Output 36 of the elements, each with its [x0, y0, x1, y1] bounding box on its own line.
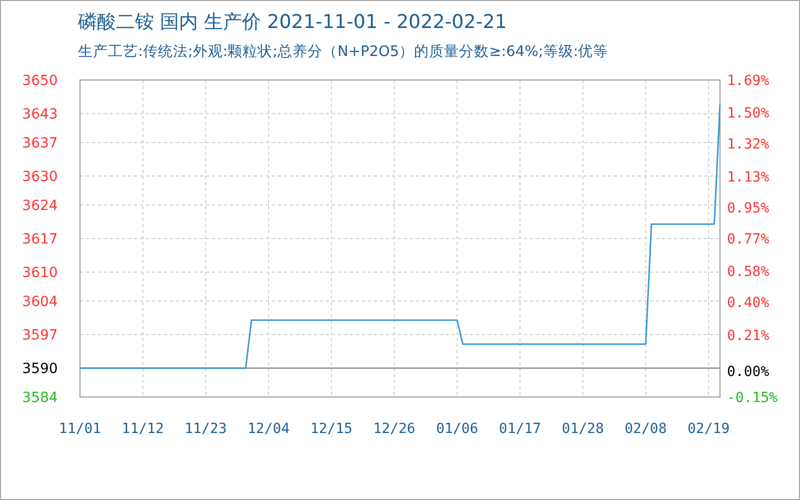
x-tick-label: 01/28 — [562, 421, 604, 437]
x-tick-label: 12/04 — [247, 421, 290, 437]
x-tick-label: 02/08 — [624, 421, 667, 437]
y-tick-label: 3637 — [22, 135, 58, 152]
x-tick-label: 11/12 — [122, 421, 164, 437]
x-tick-label: 11/23 — [184, 421, 227, 437]
y-tick-label: 3584 — [22, 390, 58, 406]
y-tick-label: 3610 — [22, 265, 58, 282]
y2-tick-label: 0.77% — [727, 232, 770, 248]
y2-tick-label: 0.95% — [727, 200, 770, 216]
y2-tick-label: 0.40% — [727, 295, 770, 312]
y2-tick-label: 1.69% — [727, 73, 770, 89]
y2-tick-label: 0.58% — [727, 264, 770, 280]
chart-title: 磷酸二铵 国内 生产价 2021-11-01 - 2022-02-21 — [77, 11, 507, 33]
y-tick-label: 3643 — [22, 106, 58, 123]
x-tick-label: 01/06 — [436, 421, 478, 437]
x-tick-label: 12/26 — [373, 421, 416, 437]
y-tick-label: 3624 — [22, 198, 58, 214]
y-tick-label: 3597 — [22, 328, 58, 344]
x-tick-label: 12/15 — [310, 421, 353, 437]
x-tick-label: 01/17 — [498, 421, 542, 437]
line-series — [79, 103, 721, 369]
y-tick-label: 3630 — [22, 169, 58, 186]
y2-tick-label: -0.15% — [727, 390, 778, 406]
y-tick-label: 3617 — [22, 232, 58, 248]
y2-tick-label: 0.00% — [727, 364, 770, 380]
y-tick-label: 3590 — [22, 361, 58, 378]
chart-subtitle: 生产工艺:传统法;外观:颗粒状;总养分（N+P2O5）的质量分数≥:64%;等级:优等 — [78, 43, 608, 60]
y2-tick-label: 1.32% — [727, 136, 770, 153]
y2-tick-label: 1.13% — [727, 169, 770, 186]
y2-tick-label: 0.21% — [727, 328, 770, 344]
y-tick-label: 3604 — [22, 294, 58, 310]
y-tick-label: 3650 — [22, 73, 58, 89]
y2-tick-label: 1.50% — [727, 106, 770, 122]
x-tick-label: 11/01 — [58, 421, 102, 437]
x-tick-label: 02/19 — [687, 421, 730, 437]
